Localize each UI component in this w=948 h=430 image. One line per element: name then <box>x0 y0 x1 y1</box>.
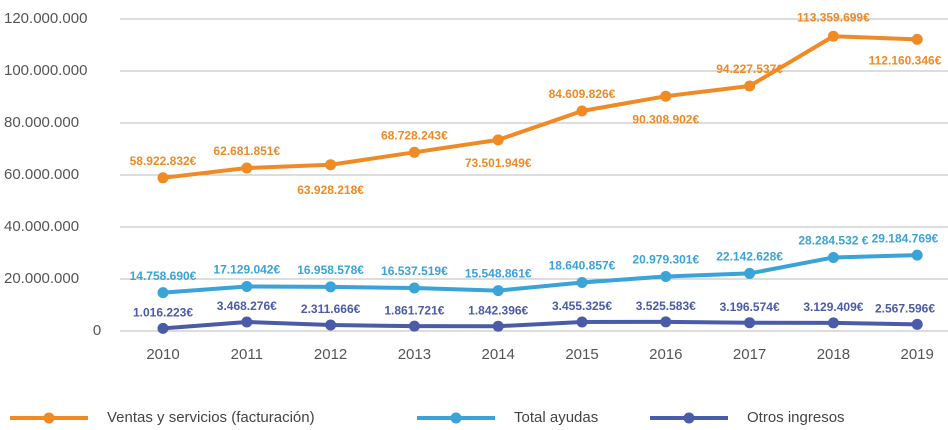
y-tick-label: 100.000.000 <box>4 62 87 79</box>
data-label: 18.640.857€ <box>549 259 616 273</box>
data-label: 2.567.596€ <box>875 301 935 315</box>
data-point <box>241 162 253 174</box>
y-tick-label: 20.000.000 <box>4 270 79 287</box>
y-tick-label: 0 <box>93 322 101 339</box>
data-point <box>241 280 253 292</box>
x-tick-label: 2015 <box>565 346 598 363</box>
legend-label: Otros ingresos <box>747 409 845 426</box>
data-label: 3.129.409€ <box>803 300 863 314</box>
data-point <box>157 172 169 184</box>
data-label: 16.537.519€ <box>381 264 448 278</box>
data-point <box>911 318 923 330</box>
data-label: 28.284.532 € <box>798 234 868 248</box>
data-label: 90.308.902€ <box>632 112 699 126</box>
data-point <box>408 320 420 332</box>
legend-marker <box>450 412 462 424</box>
x-tick-label: 2018 <box>817 346 850 363</box>
data-label: 1.861.721€ <box>384 303 444 317</box>
data-point <box>325 319 337 331</box>
data-label: 14.758.690€ <box>130 269 197 283</box>
data-label: 1.016.223€ <box>133 306 193 320</box>
legend-label: Total ayudas <box>514 409 598 426</box>
x-tick-label: 2011 <box>231 346 263 363</box>
y-tick-label: 40.000.000 <box>4 218 79 235</box>
y-tick-label: 120.000.000 <box>4 10 87 27</box>
data-point <box>576 105 588 117</box>
data-label: 73.501.949€ <box>465 156 532 170</box>
x-tick-label: 2017 <box>733 346 766 363</box>
data-point <box>660 270 672 282</box>
data-label: 29.184.769€ <box>872 231 939 245</box>
legend-marker <box>43 412 55 424</box>
data-point <box>827 30 839 42</box>
x-tick-label: 2014 <box>482 346 515 363</box>
series-line <box>162 34 918 180</box>
data-point <box>827 251 839 263</box>
data-label: 22.142.628€ <box>716 250 783 264</box>
x-tick-label: 2016 <box>649 346 682 363</box>
series-line <box>162 319 918 331</box>
data-label: 58.922.832€ <box>130 154 197 168</box>
data-label: 94.227.537€ <box>716 62 783 76</box>
data-label: 20.979.301€ <box>632 253 699 267</box>
data-label: 16.958.578€ <box>297 263 364 277</box>
x-tick-label: 2010 <box>146 346 179 363</box>
data-label: 84.609.826€ <box>549 87 616 101</box>
data-point <box>492 134 504 146</box>
data-label: 1.842.396€ <box>468 303 528 317</box>
data-point <box>492 320 504 332</box>
data-label: 3.525.583€ <box>636 299 696 313</box>
data-point <box>576 316 588 328</box>
data-point <box>827 317 839 329</box>
data-point <box>408 146 420 158</box>
x-tick-label: 2013 <box>398 346 431 363</box>
data-point <box>744 267 756 279</box>
data-label: 3.455.325€ <box>552 299 612 313</box>
x-tick-label: 2019 <box>901 346 934 363</box>
data-label: 2.311.666€ <box>301 302 361 316</box>
data-label: 62.681.851€ <box>213 144 280 158</box>
data-point <box>576 277 588 289</box>
data-point <box>911 33 923 45</box>
legend-marker <box>683 412 695 424</box>
data-point <box>660 90 672 102</box>
data-point <box>911 249 923 261</box>
data-point <box>325 281 337 293</box>
data-label: 17.129.042€ <box>213 263 280 277</box>
data-label: 3.468.276€ <box>217 299 277 313</box>
data-point <box>325 159 337 171</box>
data-point <box>744 80 756 92</box>
data-point <box>408 282 420 294</box>
x-tick-label: 2012 <box>314 346 347 363</box>
legend-label: Ventas y servicios (facturación) <box>107 409 315 426</box>
y-tick-label: 60.000.000 <box>4 166 79 183</box>
data-label: 3.196.574€ <box>720 300 780 314</box>
data-point <box>492 285 504 297</box>
data-label: 15.548.861€ <box>465 267 532 281</box>
y-tick-label: 80.000.000 <box>4 114 79 131</box>
data-point <box>241 316 253 328</box>
series-line <box>162 253 918 295</box>
data-label: 113.359.699€ <box>797 10 870 24</box>
data-point <box>660 316 672 328</box>
data-label: 112.160.346€ <box>869 54 942 68</box>
data-label: 68.728.243€ <box>381 128 448 142</box>
data-point <box>157 322 169 334</box>
data-point <box>157 287 169 299</box>
data-label: 63.928.218€ <box>297 183 364 197</box>
data-point <box>744 317 756 329</box>
